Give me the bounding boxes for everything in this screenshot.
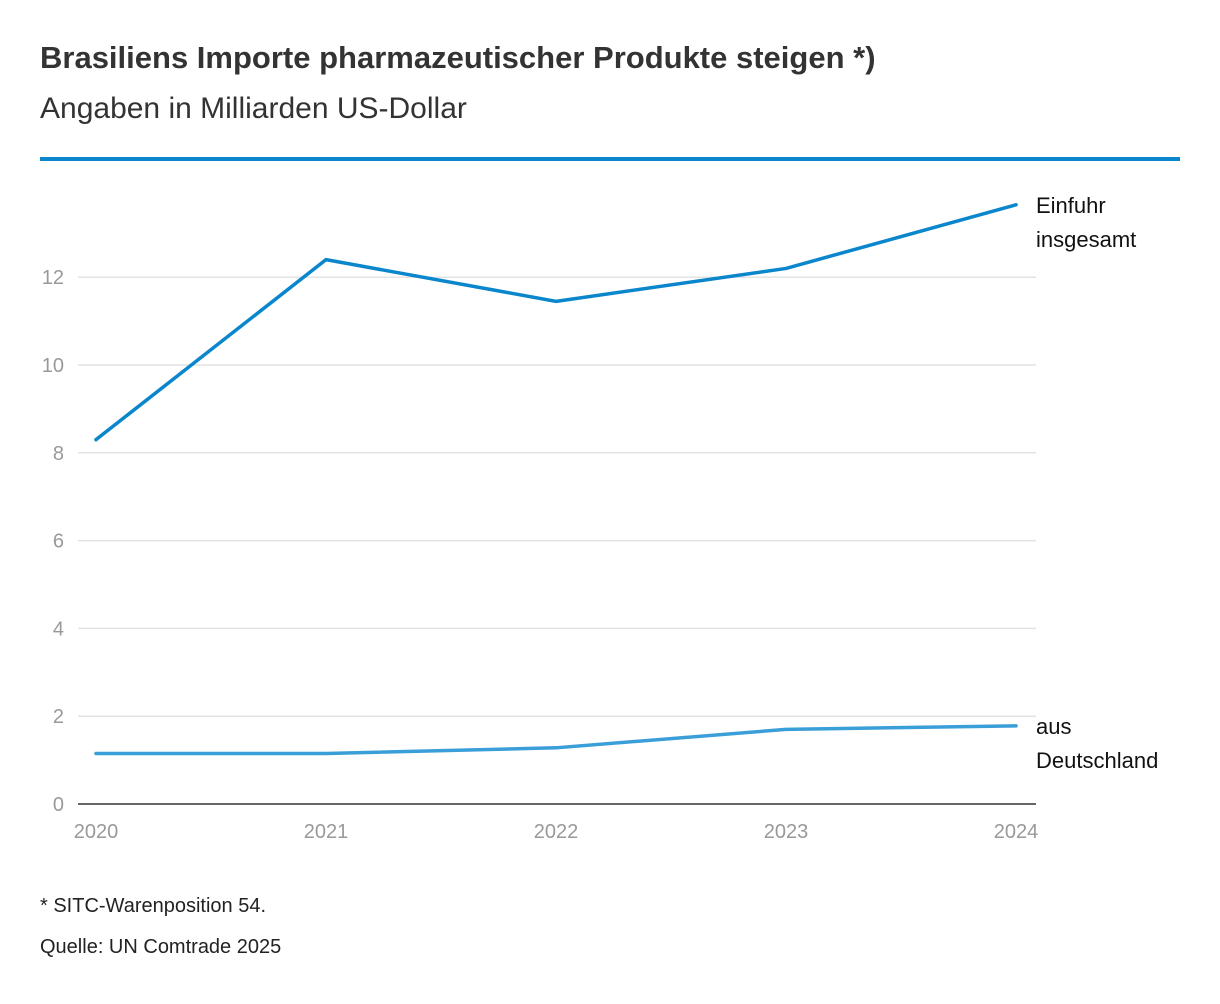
chart-subtitle: Angaben in Milliarden US-Dollar [40,92,467,125]
y-tick-label: 0 [53,794,64,816]
series-label: aus [1036,714,1071,739]
series-label: Einfuhr [1036,193,1106,218]
data-point [324,751,328,756]
chart-title: Brasiliens Importe pharmazeutischer Prod… [40,40,876,75]
x-tick-label: 2023 [764,821,809,843]
data-point [784,266,788,271]
series-label: insgesamt [1036,227,1136,252]
x-tick-label: 2024 [994,821,1039,843]
data-point [1014,724,1018,728]
data-point [94,438,98,442]
data-point [554,299,558,303]
data-point [1014,203,1018,207]
x-tick-label: 2021 [304,821,349,843]
series-line-0 [94,203,1018,442]
y-tick-label: 10 [42,355,64,377]
series-label: Deutschland [1036,748,1158,773]
x-tick-label: 2020 [74,821,119,843]
y-tick-label: 2 [53,706,64,728]
source-note: Quelle: UN Comtrade 2025 [40,936,282,958]
y-tick-label: 8 [53,443,64,465]
x-tick-label: 2022 [534,821,579,843]
footnote: * SITC-Warenposition 54. [40,895,267,917]
data-point [94,751,98,756]
data-point [324,258,328,262]
data-point [784,727,788,731]
y-tick-label: 12 [42,267,64,289]
y-tick-label: 6 [53,531,64,553]
header-divider [40,157,1180,161]
data-point [554,746,558,750]
y-tick-label: 4 [53,618,64,640]
